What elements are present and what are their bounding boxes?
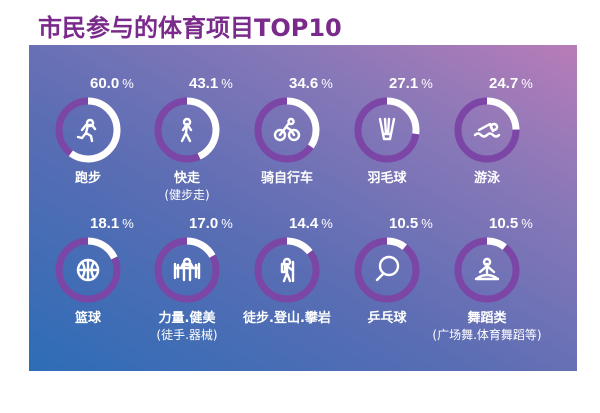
category-label: 游泳 — [474, 170, 501, 186]
data-label: 14.4% — [289, 215, 333, 232]
donut-item: 43.1 % 快走 (健步走) — [154, 75, 233, 202]
donut-item: 17.0 % 力量.健美(徒手.器械) — [154, 215, 233, 342]
donut-item: 24.7 % 游泳 — [454, 75, 533, 186]
running-icon — [76, 118, 97, 143]
category-sublabel: (徒手.器械) — [156, 327, 217, 342]
category-label: 舞蹈类 — [466, 310, 507, 326]
category-sublabel: (广场舞.体育舞蹈等) — [432, 327, 541, 342]
data-label: 24.7% — [489, 75, 533, 92]
data-label: 27.1% — [389, 75, 433, 92]
basketball-icon — [76, 258, 100, 282]
donut-value-arc — [154, 237, 220, 303]
data-label: 10.5% — [489, 215, 533, 232]
category-sublabel: (健步走) — [164, 188, 209, 202]
category-label: 快走 — [174, 170, 201, 186]
page-title: 市民参与的体育项目TOP10 — [38, 14, 342, 42]
cycling-icon — [273, 117, 301, 142]
walking-icon — [180, 117, 193, 143]
category-label: 力量.健美 — [159, 310, 217, 326]
data-label: 17.0% — [189, 215, 233, 232]
donut-value-arc — [354, 97, 420, 163]
yoga-icon — [474, 257, 500, 281]
donut-value-arc — [454, 97, 520, 163]
data-label: 43.1% — [189, 75, 233, 92]
category-label: 乒乓球 — [367, 310, 407, 326]
shuttlecock-icon — [378, 117, 396, 141]
ping-pong-icon — [375, 255, 400, 282]
donut-value-arc — [254, 237, 320, 303]
donut-item: 14.4 % 徒步.登山.攀岩 — [242, 215, 333, 326]
donut-track — [354, 237, 420, 303]
category-label: 篮球 — [74, 310, 102, 326]
category-label: 徒步.登山.攀岩 — [242, 310, 331, 326]
data-label: 60.0% — [90, 75, 134, 92]
hiking-icon — [280, 257, 295, 283]
category-label: 骑自行车 — [261, 170, 313, 186]
data-label: 10.5% — [389, 215, 433, 232]
donut-value-arc — [55, 237, 121, 303]
donut-item: 34.6 % 骑自行车 — [254, 75, 333, 186]
data-label: 34.6% — [289, 75, 333, 92]
donut-item: 27.1 % 羽毛球 — [354, 75, 433, 186]
swimming-icon — [473, 122, 501, 138]
weightlifting-icon — [173, 257, 201, 282]
donut-item: 60.0 % 跑步 — [55, 75, 134, 186]
donut-item: 10.5 % 舞蹈类(广场舞.体育舞蹈等) — [432, 215, 541, 342]
category-label: 羽毛球 — [367, 170, 407, 186]
donut-item: 10.5 % 乒乓球 — [354, 215, 433, 326]
donut-value-arc — [154, 97, 220, 163]
donut-value-arc — [254, 97, 320, 163]
data-label: 18.1% — [90, 215, 134, 232]
donut-value-arc — [454, 237, 520, 303]
category-label: 跑步 — [75, 170, 101, 186]
donut-value-arc — [55, 97, 121, 163]
donut-value-arc — [354, 237, 420, 303]
donut-item: 18.1 % 篮球 — [55, 215, 134, 326]
